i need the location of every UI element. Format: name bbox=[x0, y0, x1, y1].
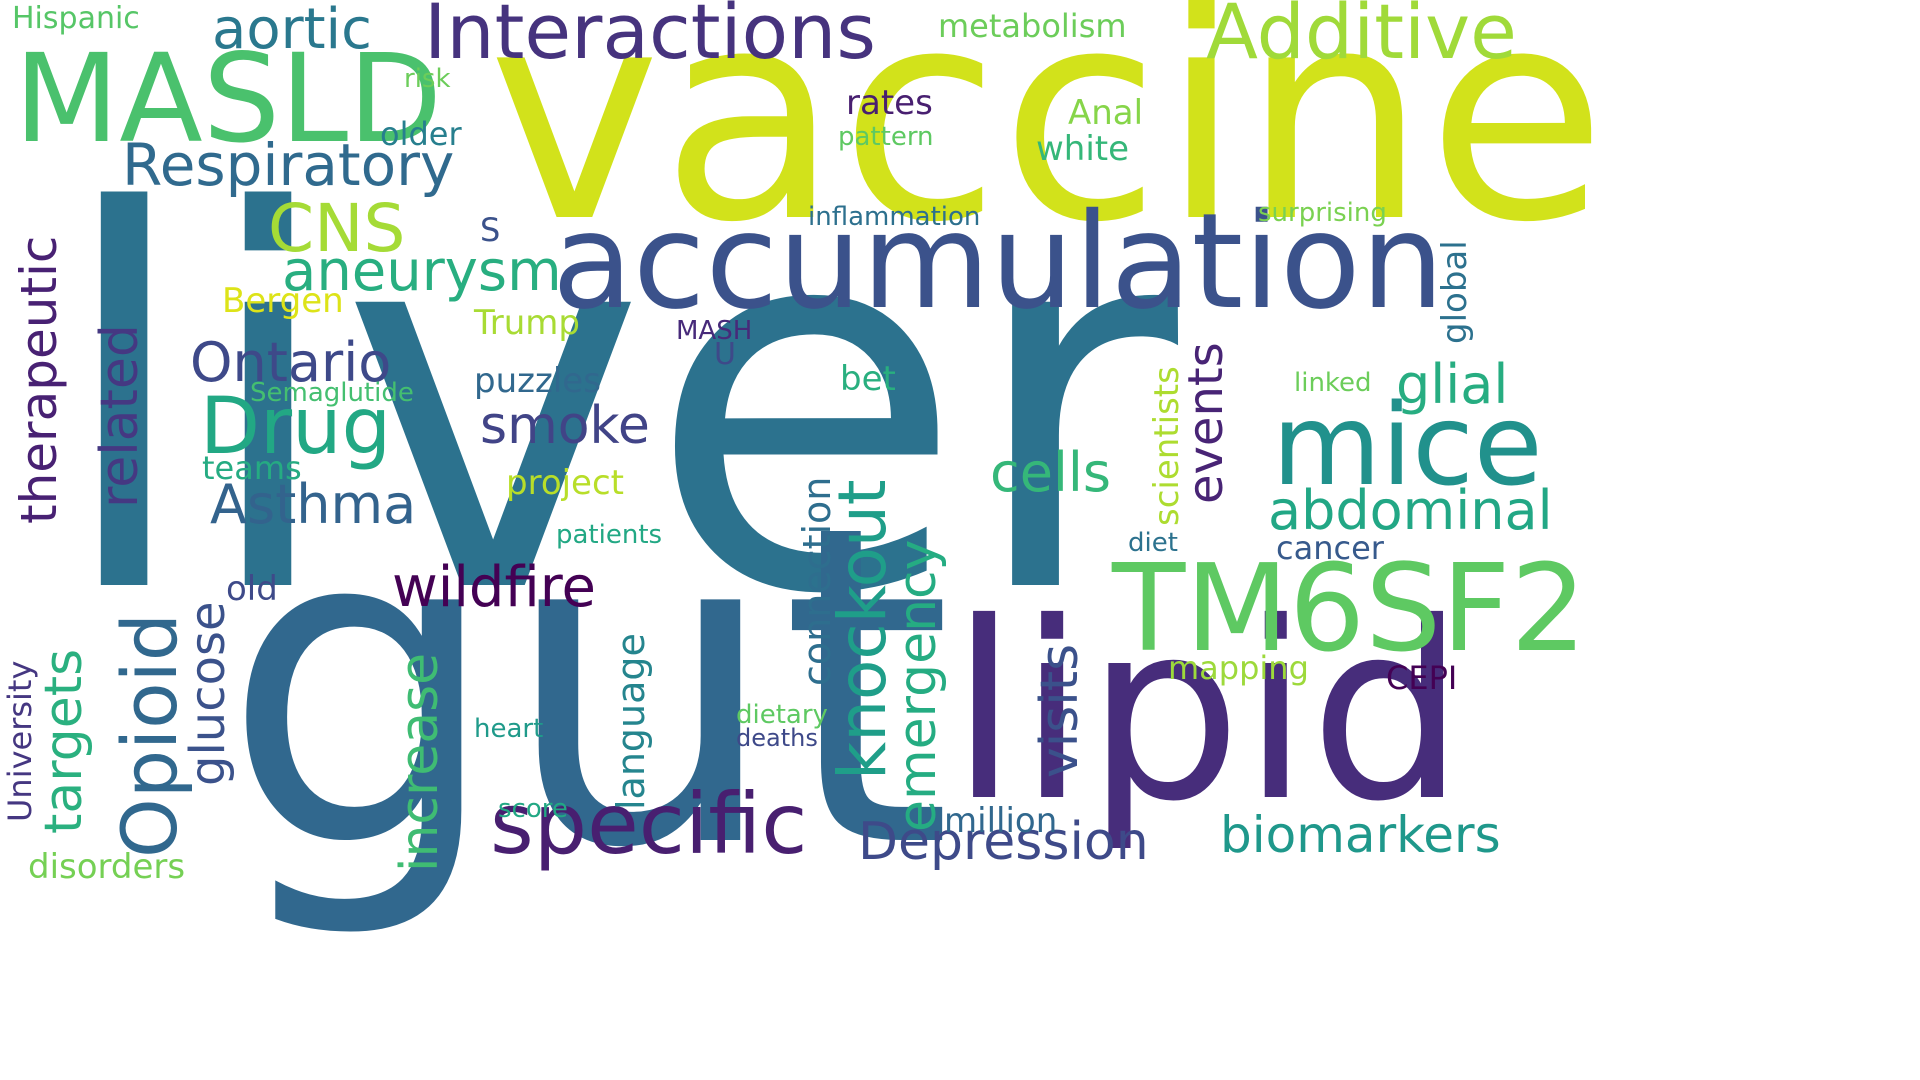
word-gut: gut bbox=[222, 432, 953, 944]
word-asthma: Asthma bbox=[210, 473, 417, 536]
word-mash: MASH bbox=[676, 316, 753, 346]
word-opioid: Opioid bbox=[105, 612, 194, 858]
word-score: score bbox=[498, 794, 568, 824]
word-lipid: lipid bbox=[950, 570, 1466, 855]
word-rates: rates bbox=[846, 83, 933, 123]
word-older: older bbox=[380, 115, 462, 153]
word-visits: visits bbox=[1030, 643, 1090, 778]
word-s: S bbox=[480, 211, 501, 249]
word-knockout: knockout bbox=[824, 479, 901, 780]
word-deaths: deaths bbox=[736, 724, 818, 752]
word-abdominal: abdominal bbox=[1268, 479, 1553, 542]
word-million: million bbox=[944, 801, 1058, 841]
word-targets: targets bbox=[34, 648, 94, 834]
word-semaglutide: Semaglutide bbox=[250, 378, 414, 408]
word-tm6sf2: TM6SF2 bbox=[1112, 540, 1587, 679]
word-dietary: dietary bbox=[736, 700, 828, 730]
word-metabolism: metabolism bbox=[938, 7, 1127, 45]
word-patients: patients bbox=[556, 520, 663, 550]
word-drug: Drug bbox=[200, 382, 392, 472]
word-cancer: cancer bbox=[1276, 529, 1384, 567]
word-mice: mice bbox=[1272, 381, 1543, 511]
word-masld: MASLD bbox=[14, 28, 443, 170]
word-diet: diet bbox=[1128, 528, 1178, 558]
word-glial: glial bbox=[1396, 353, 1509, 416]
word-pattern: pattern bbox=[838, 122, 934, 152]
word-bet: bet bbox=[840, 359, 896, 399]
word-wildfire: wildfire bbox=[392, 555, 596, 620]
word-increase: increase bbox=[390, 652, 450, 872]
word-bergen: Bergen bbox=[222, 281, 344, 321]
word-anal: Anal bbox=[1068, 93, 1144, 133]
word-interactions: Interactions bbox=[424, 0, 876, 76]
word-therapeutic: therapeutic bbox=[10, 235, 68, 524]
word-language: language bbox=[609, 633, 653, 810]
word-university: University bbox=[1, 660, 39, 822]
word-linked: linked bbox=[1294, 368, 1372, 398]
word-emergency: emergency bbox=[888, 539, 948, 832]
word-scientists: scientists bbox=[1147, 366, 1187, 526]
word-heart: heart bbox=[474, 714, 544, 744]
word-accumulation: accumulation bbox=[552, 185, 1445, 339]
word-mapping: mapping bbox=[1168, 649, 1309, 687]
word-specific: specific bbox=[490, 775, 808, 873]
word-ontario: Ontario bbox=[190, 331, 392, 394]
word-additive: Additive bbox=[1206, 0, 1517, 76]
word-respiratory: Respiratory bbox=[122, 131, 455, 199]
word-teams: teams bbox=[202, 449, 302, 487]
word-global: global bbox=[1435, 240, 1475, 344]
word-trump: Trump bbox=[474, 303, 581, 343]
word-connection: connection bbox=[795, 476, 839, 686]
word-events: events bbox=[1178, 342, 1234, 504]
word-disorders: disorders bbox=[28, 847, 186, 887]
word-project: project bbox=[506, 463, 625, 503]
word-related: related bbox=[90, 324, 150, 508]
word-white: white bbox=[1036, 129, 1130, 169]
word-puzzles: puzzles bbox=[474, 361, 601, 401]
word-vaccine: vaccine bbox=[488, 0, 1607, 286]
word-cepi: CEPI bbox=[1386, 659, 1458, 697]
word-smoke: smoke bbox=[480, 396, 650, 456]
word-aortic: aortic bbox=[212, 0, 372, 62]
word-cells: cells bbox=[990, 441, 1112, 504]
word-cns: CNS bbox=[268, 190, 406, 267]
word-biomarkers: biomarkers bbox=[1220, 806, 1501, 864]
word-liver: liver bbox=[52, 105, 1179, 708]
word-surprising: surprising bbox=[1258, 198, 1387, 228]
word-aneurysm: aneurysm bbox=[282, 239, 562, 304]
word-glucose: glucose bbox=[180, 601, 236, 786]
word-depression: Depression bbox=[858, 812, 1149, 872]
word-risk: risk bbox=[404, 64, 451, 94]
word-u: U bbox=[714, 337, 736, 372]
word-old: old bbox=[226, 569, 278, 609]
word-hispanic: Hispanic bbox=[12, 1, 140, 36]
word-inflammation: inflammation bbox=[808, 202, 981, 232]
